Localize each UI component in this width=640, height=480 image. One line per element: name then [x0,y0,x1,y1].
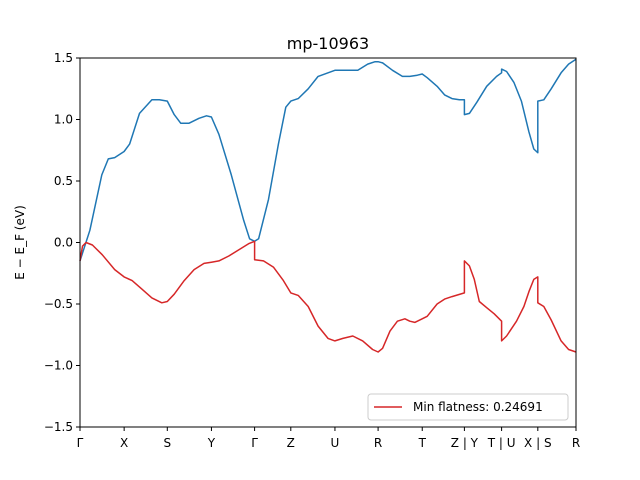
x-tick-label-0: Γ [77,436,84,450]
x-tick-label-5: Z [287,436,295,450]
x-tick-label-10: T | U [487,436,516,450]
x-tick-label-3: Y [207,436,216,450]
x-axis-ticks: Γ X S Y Γ Z U R T Z | Y T | U X | S R [77,427,580,450]
y-axis-ticks: 1.5 1.0 0.5 0.0 −0.5 −1.0 −1.5 [44,51,80,434]
x-tick-label-1: X [120,436,128,450]
x-tick-label-6: U [331,436,340,450]
y-tick-label-4: −0.5 [44,297,73,311]
y-axis-label: E − E_F (eV) [13,205,27,280]
series-line-1 [79,240,577,353]
x-tick-label-7: R [374,436,382,450]
x-tick-label-2: S [163,436,171,450]
y-tick-label-2: 0.5 [54,174,73,188]
series-line-0 [79,58,577,262]
x-tick-label-4: Γ [251,436,258,450]
axes-frame [79,57,577,428]
legend-box [367,393,569,421]
y-tick-label-1: 1.0 [54,113,73,127]
x-tick-label-11: X | S [524,436,552,450]
legend: Min flatness: 0.24691 [367,393,569,421]
y-tick-label-3: 0.0 [54,236,73,250]
y-tick-label-6: −1.5 [44,420,73,434]
x-tick-label-12: R [572,436,580,450]
y-tick-label-0: 1.5 [54,51,73,65]
chart-title: mp-10963 [287,34,369,53]
x-tick-label-8: T [418,436,427,450]
plot-curves [79,58,577,353]
x-tick-label-9: Z | Y [451,436,479,450]
legend-label: Min flatness: 0.24691 [413,400,543,414]
y-tick-label-5: −1.0 [44,359,73,373]
